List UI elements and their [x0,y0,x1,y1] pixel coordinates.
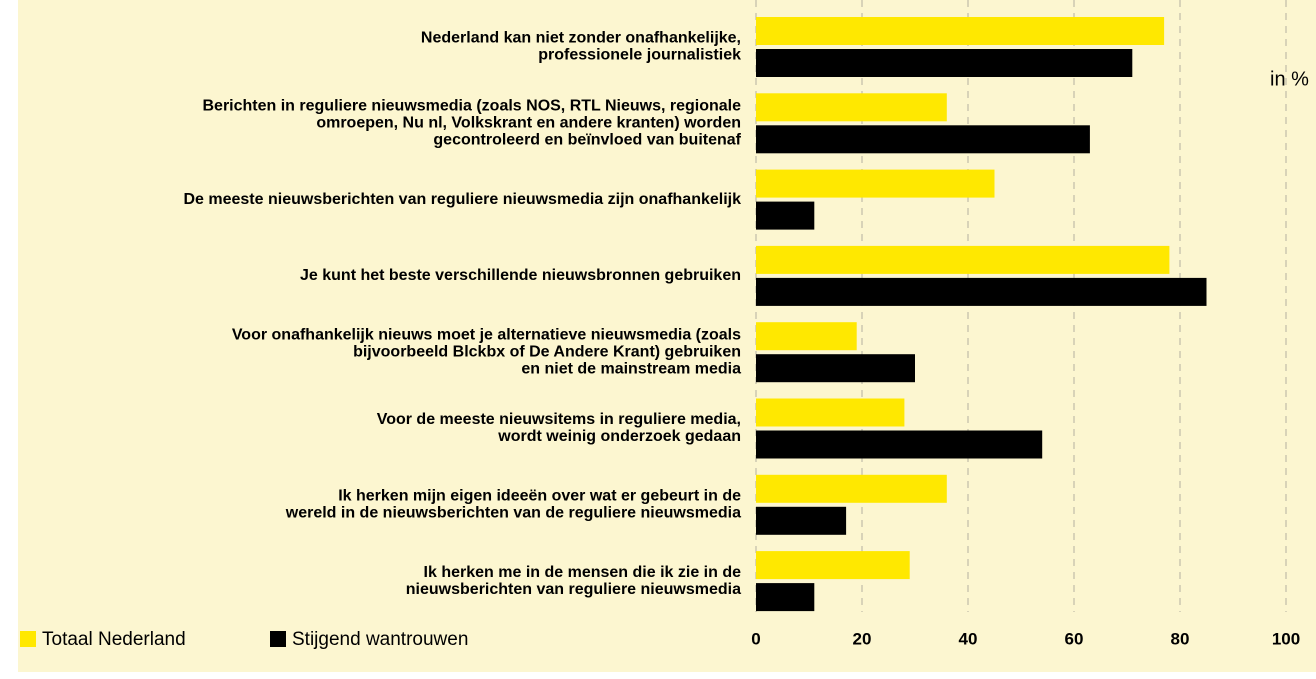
category-label: gecontroleerd en beïnvloed van buitenaf [433,132,741,149]
category-label: Ik herken me in de mensen die ik zie in … [424,564,742,581]
bar [756,474,947,503]
category-label: De meeste nieuwsberichten van reguliere … [183,191,741,208]
bar [756,398,905,427]
category-label: Berichten in reguliere nieuwsmedia (zoal… [202,98,741,115]
category-label: bijvoorbeeld Blckbx of De Andere Krant) … [353,343,741,360]
bar [756,506,847,535]
unit-label: in % [1270,68,1309,90]
category-label: nieuwsberichten van reguliere nieuwsmedi… [406,581,741,598]
category-label: Voor onafhankelijk nieuws moet je altern… [232,326,741,343]
bar [756,430,1043,459]
bar [756,322,857,351]
legend-label: Totaal Nederland [42,629,186,650]
x-tick-label: 60 [1065,629,1084,648]
bar [756,125,1090,154]
bar [756,169,995,198]
category-label: professionele journalistiek [538,47,741,64]
category-label: Nederland kan niet zonder onafhankelijke… [421,30,741,47]
category-label: en niet de mainstream media [521,360,741,377]
bar [756,551,910,580]
bar [756,201,815,230]
bar [756,354,915,383]
category-label: Ik herken mijn eigen ideeën over wat er … [338,488,741,505]
bar [756,277,1207,306]
category-label: Je kunt het beste verschillende nieuwsbr… [300,267,741,284]
bar [756,583,815,612]
bar [756,49,1133,77]
bar [756,17,1165,45]
bar [756,245,1170,274]
legend-swatch [270,631,286,647]
x-tick-label: 20 [853,629,872,648]
category-label: wereld in de nieuwsberichten van de regu… [285,505,741,522]
legend-label: Stijgend wantrouwen [292,629,468,650]
bar [756,93,947,122]
background [18,0,1316,672]
category-label: Voor de meeste nieuwsitems in reguliere … [377,411,741,428]
x-tick-label: 100 [1272,629,1300,648]
x-tick-label: 80 [1171,629,1190,648]
legend-swatch [20,631,36,647]
category-label: wordt weinig onderzoek gedaan [497,428,741,445]
x-tick-label: 40 [959,629,978,648]
x-tick-label: 0 [751,629,760,648]
category-label: omroepen, Nu nl, Volkskrant en andere kr… [316,115,741,132]
